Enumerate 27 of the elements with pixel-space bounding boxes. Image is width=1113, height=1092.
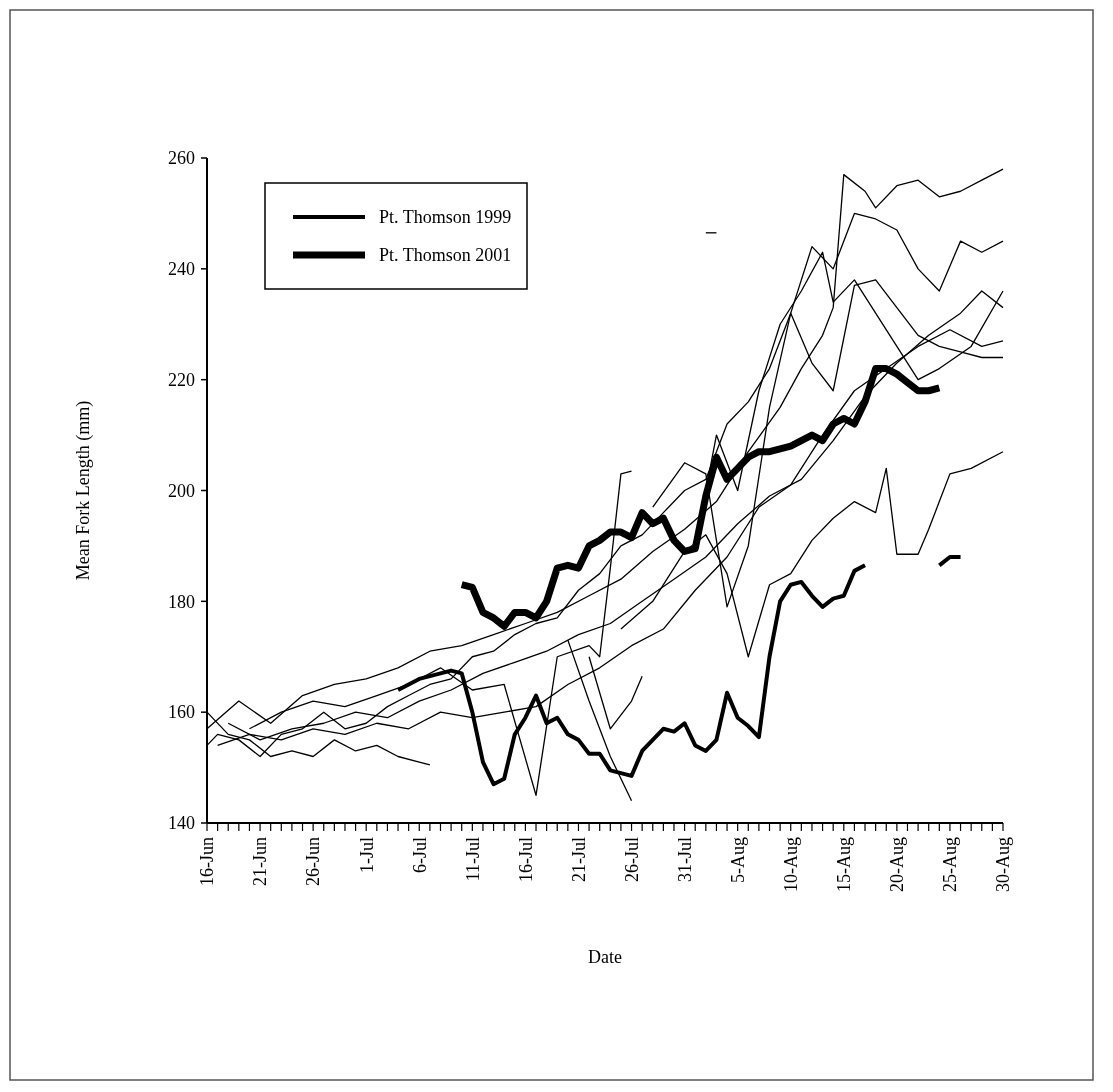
legend-label: Pt. Thomson 1999 xyxy=(379,207,512,228)
x-tick-label: 21-Jul xyxy=(568,837,589,882)
x-tick-label: 10-Aug xyxy=(781,837,802,892)
y-tick-label: 220 xyxy=(168,369,195,390)
y-tick-label: 260 xyxy=(168,148,195,169)
y-axis-title: Mean Fork Length (mm) xyxy=(73,400,94,581)
x-tick-label: 26-Jul xyxy=(621,837,642,882)
x-tick-label: 16-Jul xyxy=(515,837,536,882)
x-tick-label: 6-Jul xyxy=(409,837,430,873)
x-tick-label: 26-Jun xyxy=(303,837,324,886)
x-tick-label: 16-Jun xyxy=(197,837,218,886)
legend-label: Pt. Thomson 2001 xyxy=(379,245,512,266)
y-tick-label: 140 xyxy=(168,813,195,834)
x-tick-label: 15-Aug xyxy=(834,837,855,892)
x-tick-label: 25-Aug xyxy=(940,837,961,892)
x-tick-label: 31-Jul xyxy=(674,837,695,882)
x-tick-label: 21-Jun xyxy=(250,837,271,886)
x-tick-label: 11-Jul xyxy=(462,837,483,882)
x-axis-title: Date xyxy=(588,947,622,967)
x-tick-label: 1-Jul xyxy=(356,837,377,873)
y-tick-label: 160 xyxy=(168,702,195,723)
x-tick-label: 5-Aug xyxy=(727,837,748,883)
y-tick-label: 240 xyxy=(168,259,195,280)
x-tick-label: 20-Aug xyxy=(887,837,908,892)
y-tick-label: 200 xyxy=(168,480,195,501)
x-tick-label: 30-Aug xyxy=(993,837,1014,892)
y-tick-label: 180 xyxy=(168,591,195,612)
